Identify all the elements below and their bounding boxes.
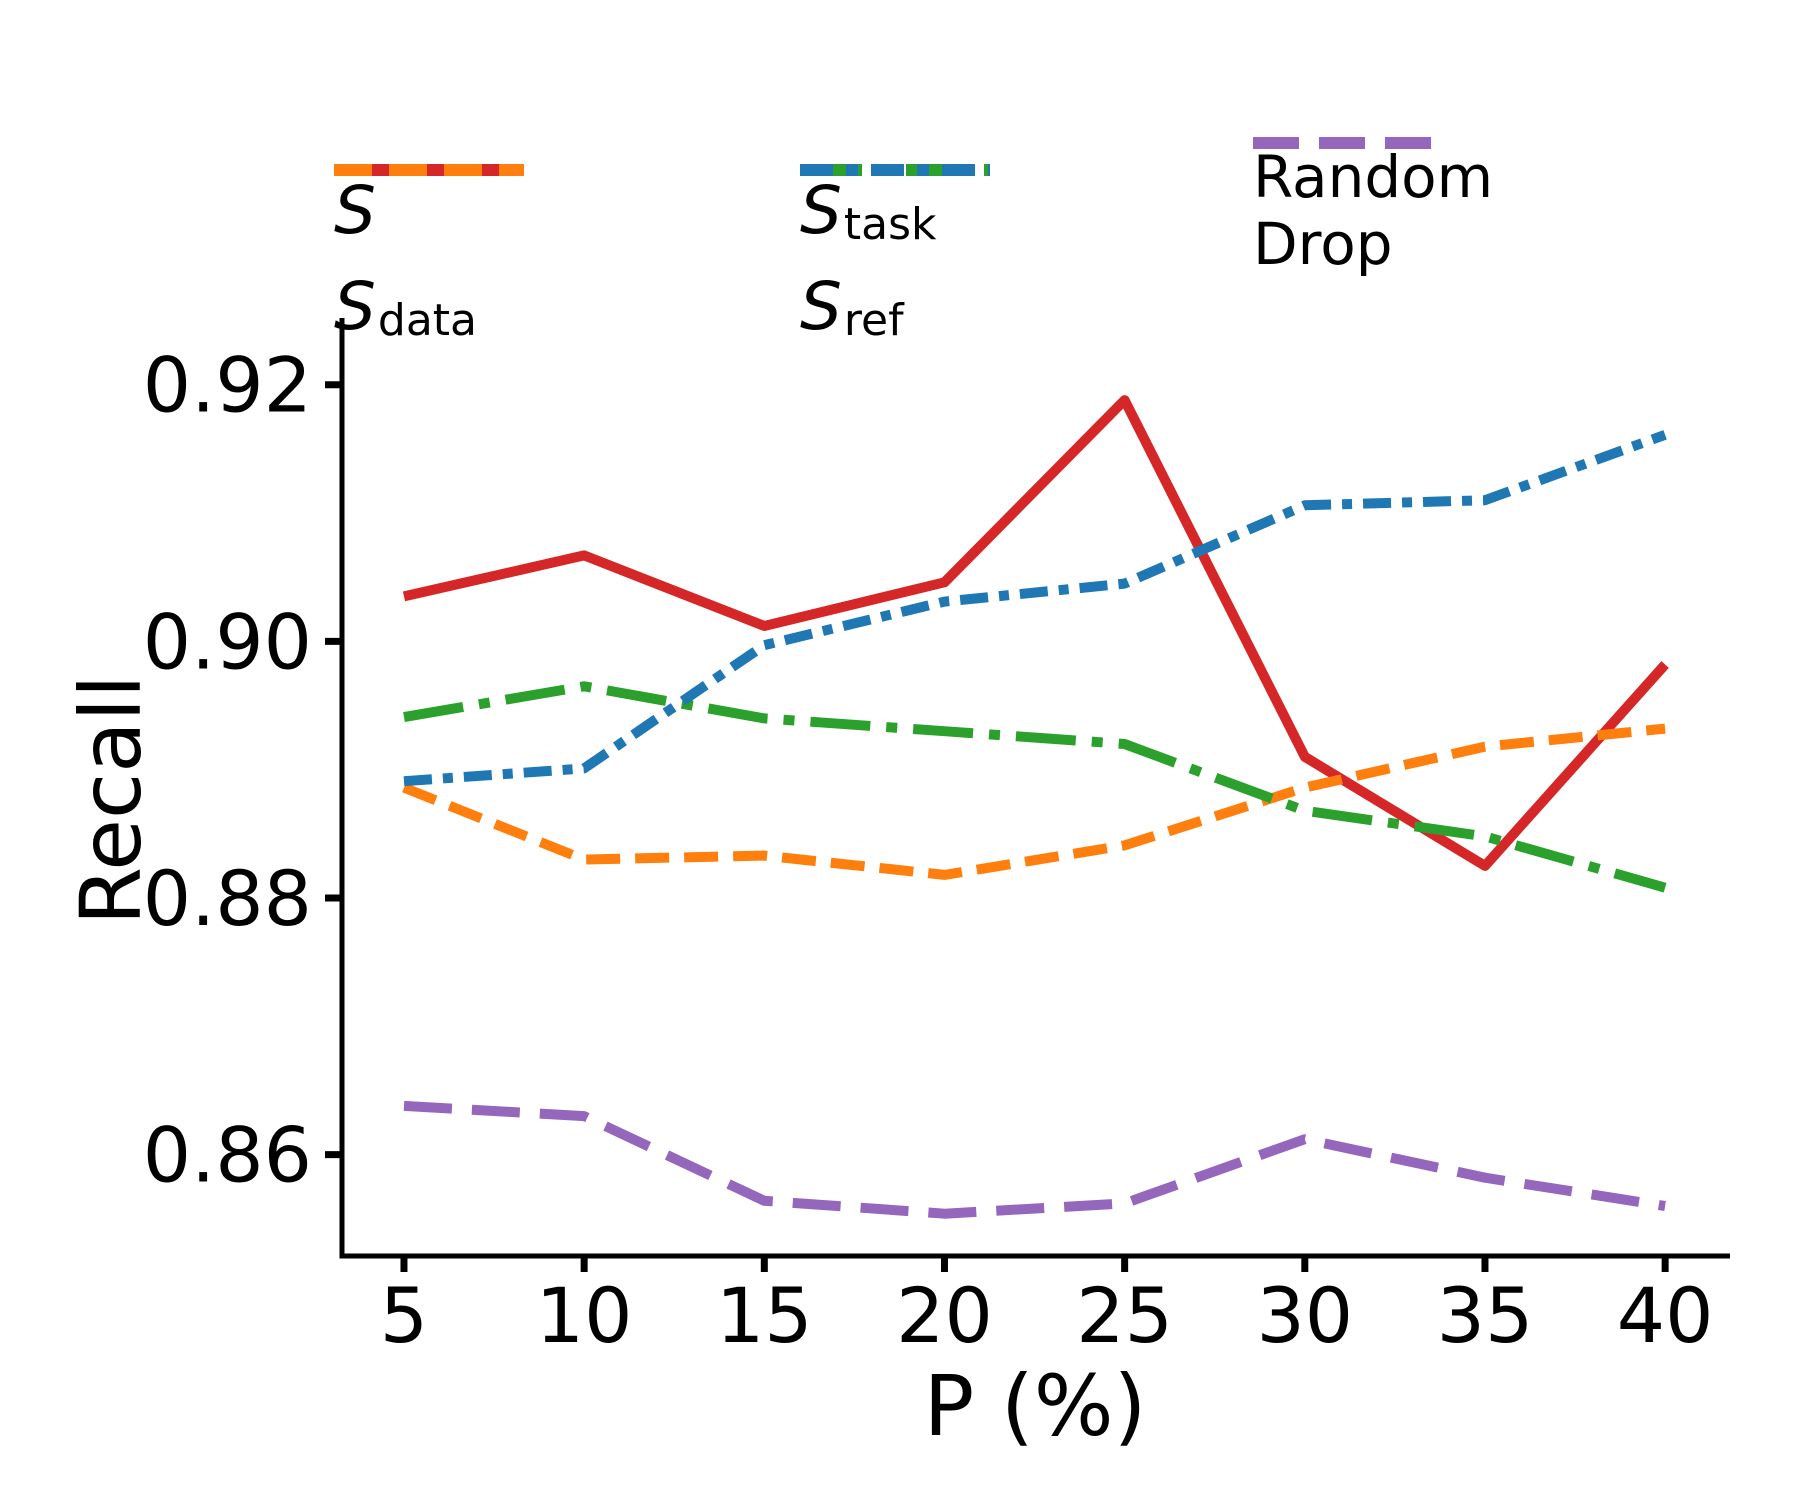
- series-line-s: [402, 395, 1669, 871]
- axes-layer: [325, 318, 1730, 1272]
- series-line-random_drop: [403, 1100, 1666, 1219]
- series-line-s_data: [402, 723, 1666, 880]
- legend-label-line: Drop: [1253, 210, 1393, 278]
- y-tick-label-0.88: 0.88: [143, 854, 312, 943]
- legend-label-sub-s_task: task: [843, 199, 937, 250]
- legend-label-line: Random: [1253, 143, 1494, 212]
- x-tick-label-5: 5: [380, 1271, 428, 1360]
- series-line-s_task: [403, 681, 1667, 893]
- legend-label-main-s: S: [334, 172, 376, 249]
- y-tick-label-0.92: 0.92: [143, 341, 312, 430]
- legend-column-3: Random Drop: [1253, 136, 1493, 286]
- y-tick-label-0.90: 0.90: [143, 597, 312, 686]
- y-tick-label-0.86: 0.86: [143, 1111, 312, 1200]
- tick-layer: 0.92 0.90 0.88 0.86 5 10 15 20 25 30 35 40: [143, 341, 1714, 1360]
- legend-swatch-s_data: [334, 164, 524, 176]
- series-line-s_ref: [403, 430, 1667, 787]
- legend-label-main-s_task: S: [800, 172, 842, 249]
- legend-item-s: S: [334, 163, 524, 259]
- legend-swatch-random_drop: [1253, 137, 1443, 149]
- legend-swatch-s_ref: [800, 164, 990, 176]
- legend-item-random_drop: Random Drop: [1253, 136, 1493, 286]
- series-layer: [402, 395, 1669, 1219]
- x-tick-label-10: 10: [536, 1271, 633, 1360]
- legend-label-main-s_ref: S: [800, 268, 842, 345]
- legend-label-sub-s_data: data: [377, 295, 478, 346]
- x-tick-label-15: 15: [716, 1271, 813, 1360]
- x-tick-label-40: 40: [1617, 1271, 1714, 1360]
- x-axis-label: P (%): [924, 1357, 1147, 1455]
- x-tick-label-20: 20: [896, 1271, 993, 1360]
- x-tick-label-35: 35: [1437, 1271, 1534, 1360]
- x-tick-label-25: 25: [1076, 1271, 1173, 1360]
- x-tick-label-30: 30: [1256, 1271, 1353, 1360]
- y-axis-label: Recall: [62, 675, 160, 926]
- legend-label-sub-s_ref: ref: [843, 295, 904, 346]
- axis-spines: [339, 318, 1730, 1259]
- legend-label-main-s_data: S: [334, 268, 376, 345]
- legend-label-random_drop: Random Drop: [1253, 144, 1493, 277]
